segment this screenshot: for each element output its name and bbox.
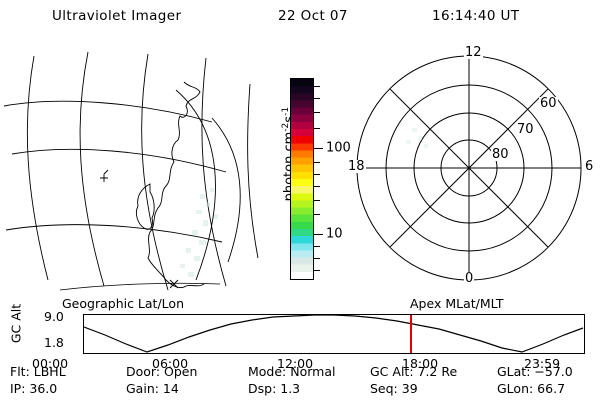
colorbar-gradient [291, 79, 313, 279]
mlt-label-12: 12 [464, 45, 483, 60]
colorbar-tick-minor [314, 86, 320, 87]
colorbar-label-10: 10 [326, 226, 343, 242]
gc-altitude-curve [84, 315, 584, 353]
status-row-2: IP: 36.0 Gain: 14 Dsp: 1.3 Seq: 39 GLon:… [8, 381, 600, 398]
status-filter: Flt: LBHL [10, 364, 66, 379]
current-time-marker [410, 315, 412, 353]
auroral-emission-pixels [180, 188, 218, 277]
coastline-outline [135, 81, 205, 289]
mlt-label-0: 0 [464, 271, 475, 286]
status-gain: Gain: 14 [126, 381, 179, 396]
mlat-label-70: 70 [516, 122, 535, 137]
status-block: Flt: LBHL Door: Open Mode: Normal GC Alt… [8, 364, 600, 398]
strip-xtick-1: 06:00 [152, 356, 189, 371]
colorbar-tick-minor [314, 112, 320, 113]
mlt-spoke-diagonal-b [389, 88, 549, 248]
colorbar-tick-minor [314, 246, 320, 247]
strip-ytick-min: 1.8 [44, 335, 64, 350]
status-seq: Seq: 39 [370, 381, 418, 396]
strip-xtick-0: 00:00 [32, 356, 69, 371]
page-title: Ultraviolet Imager [52, 8, 182, 24]
geographic-plot-svg [3, 51, 259, 291]
status-glat: GLat: −57.0 [497, 364, 573, 379]
strip-ytick-max: 9.0 [44, 309, 64, 324]
colorbar-tick-minor [314, 270, 320, 271]
colorbar-tick-minor [314, 214, 320, 215]
colorbar: photon cm-2s-1 100 10 [266, 50, 352, 295]
colorbar-gradient-box [290, 78, 314, 280]
mlt-panel-caption: Apex MLat/MLT [410, 296, 504, 311]
colorbar-tick-minor [314, 128, 320, 129]
status-glon: GLon: 66.7 [497, 381, 566, 396]
observation-date: 22 Oct 07 [278, 8, 348, 24]
altitude-curve-svg [84, 315, 584, 353]
terminator-marker [169, 279, 179, 289]
orbit-altitude-strip: GC Alt 9.0 1.8 00:00 06:00 12:00 18:00 2… [0, 304, 600, 371]
apex-mlat-mlt-panel: 12 6 0 18 60 70 80 [347, 44, 600, 296]
colorbar-tick-minor [314, 258, 320, 259]
strip-xtick-2: 12:00 [277, 356, 314, 371]
status-gc-alt: GC Alt: 7.2 Re [370, 364, 458, 379]
strip-plot-box[interactable] [83, 314, 585, 354]
observation-time: 16:14:40 UT [432, 8, 520, 24]
polar-plot-svg [356, 55, 582, 281]
status-row-1: Flt: LBHL Door: Open Mode: Normal GC Alt… [8, 364, 600, 381]
colorbar-tick-minor [314, 186, 320, 187]
position-marker [100, 169, 109, 182]
mlt-label-18: 18 [347, 159, 366, 174]
strip-xtick-4: 23:59 [524, 356, 561, 371]
geographic-image-panel [0, 44, 262, 296]
colorbar-tick-10 [314, 234, 323, 235]
colorbar-tick-minor [314, 98, 320, 99]
status-mode: Mode: Normal [248, 364, 336, 379]
strip-y-axis-label: GC Alt [8, 303, 24, 344]
colorbar-tick-minor [314, 174, 320, 175]
status-ip: IP: 36.0 [10, 381, 58, 396]
polar-emission-pixels [406, 128, 428, 148]
mlat-label-60: 60 [539, 96, 558, 111]
status-dsp: Dsp: 1.3 [248, 381, 301, 396]
mlt-label-6: 6 [584, 159, 595, 174]
colorbar-tick-100 [314, 148, 323, 149]
colorbar-tick-minor [314, 162, 320, 163]
colorbar-tick-minor [314, 200, 320, 201]
status-door: Door: Open [126, 364, 198, 379]
strip-xtick-3: 18:00 [402, 356, 439, 371]
colorbar-label-100: 100 [326, 140, 351, 156]
geographic-panel-caption: Geographic Lat/Lon [62, 296, 184, 311]
mlat-label-80: 80 [491, 147, 510, 162]
